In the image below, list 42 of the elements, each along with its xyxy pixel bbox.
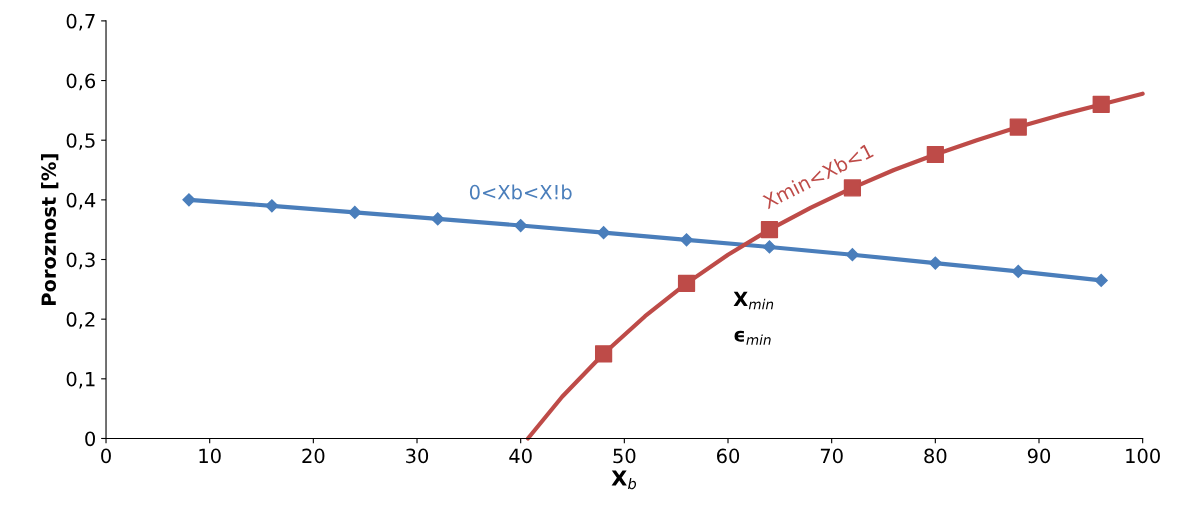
y-tick-label: 0,4 [66, 192, 96, 210]
point [1009, 118, 1027, 136]
annotation: ϵ$_{min}$ [734, 330, 771, 345]
point [1094, 273, 1108, 287]
x-tick-label: 90 [1027, 448, 1051, 464]
point [679, 233, 694, 247]
x-tick-label: 0 [101, 448, 111, 464]
point [762, 240, 777, 254]
x-tick-label: 20 [302, 448, 325, 464]
point [1092, 95, 1110, 114]
point [348, 205, 362, 219]
y-tick-label: 0,7 [66, 13, 95, 31]
point [594, 345, 613, 363]
x-tick-label: 100 [1126, 448, 1160, 464]
x-tick-label: 50 [613, 448, 636, 464]
y-tick-label: 0,5 [66, 133, 95, 150]
x-tick-label: 80 [924, 448, 947, 464]
point [597, 226, 611, 240]
series-label: 0<Xb<X!b [469, 184, 572, 200]
y-tick-label: 0,1 [66, 371, 95, 389]
y-tick-label: 0,6 [66, 73, 96, 91]
point [265, 199, 279, 213]
x-tick-label: 60 [716, 448, 740, 464]
annotation: X$_{min}$ [733, 291, 774, 310]
point [431, 212, 445, 226]
point [1011, 264, 1025, 279]
point [760, 221, 779, 239]
x-tick-label: 70 [820, 448, 843, 464]
point [677, 274, 696, 292]
x-axis-title: X$_{b}$ [611, 470, 637, 490]
y-axis-title: Poroznost [%] [41, 154, 59, 305]
x-tick-label: 40 [509, 448, 532, 464]
y-tick-label: 0,2 [66, 312, 95, 329]
point [514, 218, 528, 233]
point [926, 145, 944, 164]
y-tick-label: 0 [85, 431, 96, 447]
y-tick-label: 0,3 [66, 252, 95, 270]
point [845, 248, 859, 262]
point [182, 193, 196, 207]
point [928, 256, 942, 270]
x-tick-label: 10 [199, 448, 221, 464]
x-tick-label: 30 [406, 448, 429, 464]
